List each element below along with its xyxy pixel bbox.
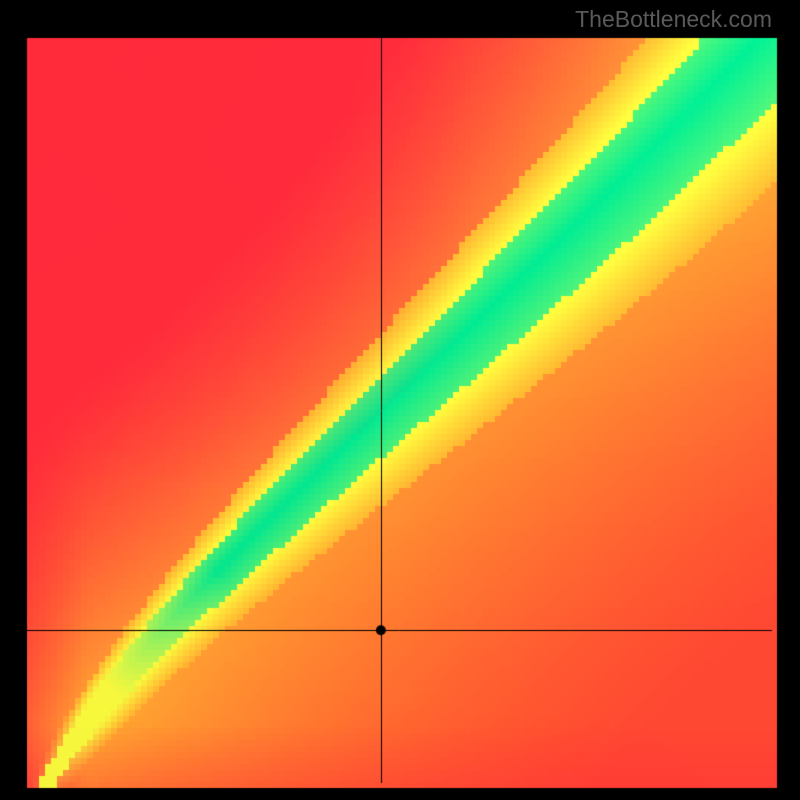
watermark-text: TheBottleneck.com — [575, 6, 772, 33]
heatmap-canvas — [0, 0, 800, 800]
chart-container: { "watermark": { "text": "TheBottleneck.… — [0, 0, 800, 800]
